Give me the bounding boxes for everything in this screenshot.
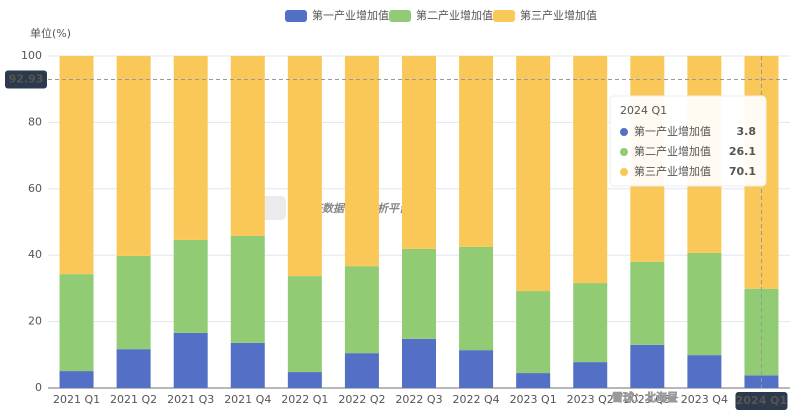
legend-label: 第一产业增加值 [312, 8, 389, 22]
tooltip-dot [620, 168, 628, 176]
bar-segment [230, 235, 265, 343]
x-tick-label: 2023 Q4 [681, 393, 728, 406]
x-tick-label: 2022 Q2 [338, 393, 385, 406]
pointer-box [5, 70, 47, 89]
bar-segment [59, 56, 94, 275]
tooltip-name: 第二产业增加值 [634, 144, 711, 158]
tooltip-dot [620, 148, 628, 156]
bar-segment [230, 56, 265, 236]
y-tick-label: 40 [28, 248, 42, 261]
bar-segment [59, 274, 94, 372]
legend-label: 第二产业增加值 [416, 8, 493, 22]
tooltip-value: 70.1 [729, 165, 756, 178]
bar-segment [287, 372, 322, 388]
bar-segment [173, 56, 208, 240]
tooltip-name: 第一产业增加值 [634, 124, 711, 138]
x-tick-label: 2021 Q2 [110, 393, 157, 406]
bar-segment [344, 353, 379, 388]
x-tick-label: 2021 Q3 [167, 393, 214, 406]
bar-segment [630, 261, 665, 345]
bar-segment [459, 246, 494, 351]
bar-segment [516, 291, 551, 374]
tooltip-title: 2024 Q1 [620, 104, 667, 117]
bar-segment [687, 355, 722, 388]
bar-segment [687, 252, 722, 356]
x-tick-label: 2023 Q1 [510, 393, 557, 406]
legend-label: 第三产业增加值 [520, 8, 597, 22]
bar-segment [573, 283, 608, 363]
x-tick-label: 2023 Q3 [624, 393, 671, 406]
bar-segment [459, 56, 494, 247]
bar-segment [116, 56, 151, 256]
tooltip [609, 95, 767, 187]
y-axis-label: 单位(%) [30, 26, 71, 40]
bar-segment [573, 56, 608, 284]
legend-swatch [389, 10, 411, 22]
bar-segment [116, 349, 151, 388]
bar-segment [402, 248, 436, 339]
watermark-logo [258, 196, 286, 220]
y-tick-label: 80 [28, 115, 42, 128]
bar-segment [116, 255, 151, 350]
y-tick-label: 0 [35, 381, 42, 394]
bar-segment [344, 266, 379, 354]
y-tick-label: 20 [28, 315, 42, 328]
bar-segment [630, 344, 665, 388]
bar-segment [173, 239, 208, 333]
y-tick-label: 100 [21, 49, 42, 62]
bar-segment [287, 276, 322, 373]
x-tick-label: 2022 Q1 [281, 393, 328, 406]
bar-segment [573, 362, 608, 388]
bar-segment [459, 350, 494, 388]
x-tick-label: 2023 Q2 [567, 393, 614, 406]
tooltip-value: 3.8 [737, 125, 757, 138]
bar-segment [173, 332, 208, 388]
legend-swatch [285, 10, 307, 22]
bar-segment [402, 56, 436, 249]
x-tick-label: 2022 Q3 [395, 393, 442, 406]
legend-swatch [493, 10, 515, 22]
pointer-label: 92.93 [9, 72, 44, 85]
bar-segment [230, 342, 265, 388]
x-tick-label: 2022 Q4 [452, 393, 499, 406]
tooltip-value: 26.1 [729, 145, 756, 158]
y-tick-label: 60 [28, 182, 42, 195]
bar-segment [344, 56, 379, 267]
bar-segment [516, 373, 551, 388]
credit: 雪球：北海昼 [612, 390, 679, 404]
x-tick-label: 2021 Q1 [53, 393, 100, 406]
bar-segment [287, 56, 322, 277]
bar-segment [516, 56, 551, 292]
x-pointer-label: 2024 Q1 [736, 394, 787, 407]
bar-segment [402, 338, 436, 388]
x-tick-label: 2021 Q4 [224, 393, 271, 406]
bar-segment [59, 371, 94, 388]
tooltip-dot [620, 128, 628, 136]
x-pointer-box [735, 392, 788, 410]
tooltip-name: 第三产业增加值 [634, 164, 711, 178]
